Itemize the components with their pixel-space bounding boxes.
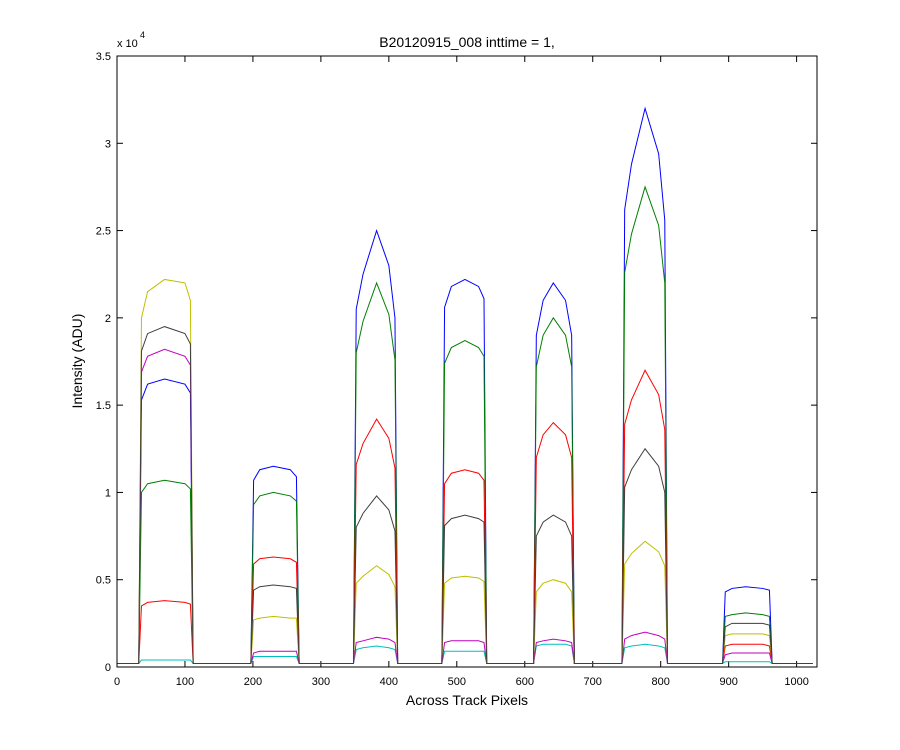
y-multiplier: x 10 (117, 38, 138, 50)
x-tick-label: 700 (584, 676, 602, 688)
y-tick-label: 0 (105, 662, 111, 674)
x-tick-label: 100 (176, 676, 194, 688)
x-axis-label: Across Track Pixels (406, 692, 528, 708)
y-tick-label: 2.5 (96, 226, 111, 238)
plot-frame (116, 55, 818, 668)
y-tick-label: 3 (105, 138, 111, 150)
y-multiplier-exponent: 4 (140, 30, 145, 40)
y-tick-label: 1 (105, 487, 111, 499)
y-axis-label: Intensity (ADU) (69, 314, 85, 409)
data-line (117, 185, 813, 665)
y-tick-label: 1.5 (96, 400, 111, 412)
x-tick-label: 200 (244, 676, 262, 688)
y-tick-label: 0.5 (96, 575, 111, 587)
y-tick-label: 2 (105, 313, 111, 325)
x-tick-label: 900 (719, 676, 737, 688)
x-tick-label: 300 (312, 676, 330, 688)
x-tick-label: 600 (516, 676, 534, 688)
x-tick-label: 800 (652, 676, 670, 688)
x-tick-label: 0 (114, 676, 120, 688)
data-line (117, 348, 813, 665)
data-line (117, 326, 813, 665)
x-tick-label: 1000 (784, 676, 808, 688)
y-tick-label: 3.5 (96, 51, 111, 63)
chart-title: B20120915_008 inttime = 1, (379, 34, 555, 50)
x-tick-label: 500 (448, 676, 466, 688)
x-tick-label: 400 (380, 676, 398, 688)
